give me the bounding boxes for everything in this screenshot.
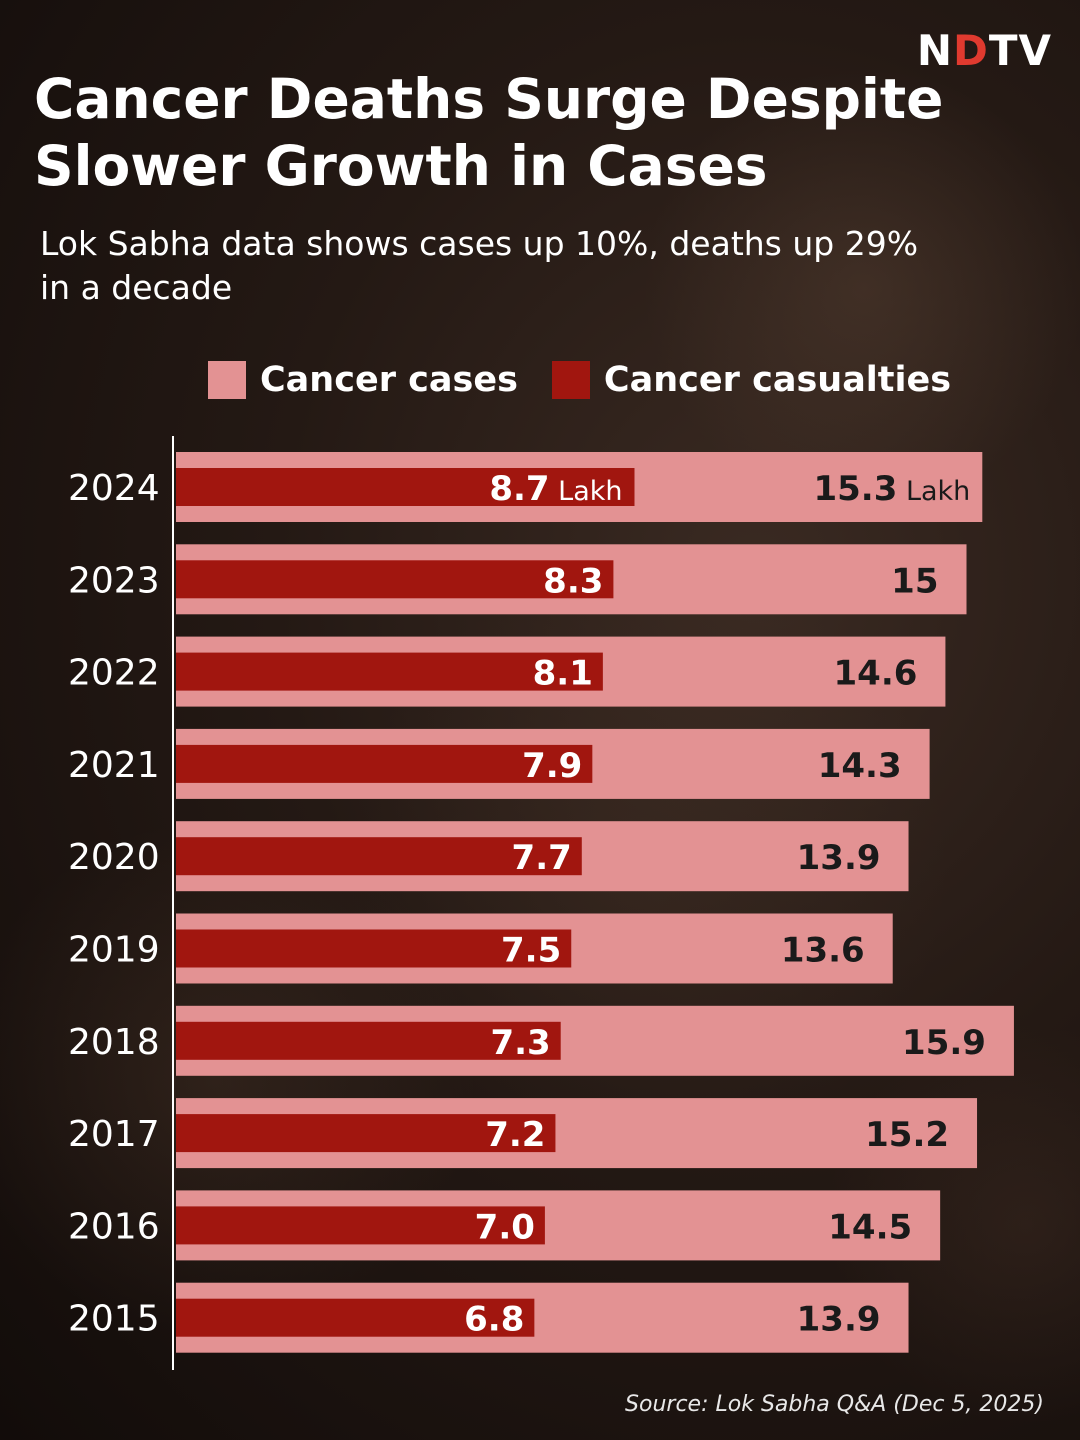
chart-subtitle: Lok Sabha data shows cases up 10%, death… [40,224,919,307]
data-label-cases: 14.6 [834,654,918,694]
bar-casualties-2020 [176,837,582,876]
y-tick-label: 2023 [68,560,160,601]
chart-title: Cancer Deaths Surge Despite Slower Growt… [34,67,944,198]
data-label-casualties: 7.5 [501,931,561,971]
y-tick-label: 2020 [68,837,160,878]
legend-swatch-cases [208,361,246,399]
y-tick-label: 2015 [68,1299,160,1340]
data-label-cases: 14.5 [828,1207,912,1247]
y-tick-label: 2017 [68,1114,160,1155]
data-label-casualties: 7.3 [490,1023,550,1063]
legend-item-cases: Cancer cases [208,360,518,400]
data-label-casualties: 7.7 [512,838,572,878]
data-label-casualties: 8.1 [533,654,593,694]
data-label-cases: 15.2 [865,1115,949,1155]
bar-casualties-2021 [176,744,593,783]
data-label-casualties: 8.7 Lakh [489,469,622,509]
data-label-casualties: 7.9 [522,746,582,786]
y-tick-label: 2019 [68,930,160,971]
legend-label-cases: Cancer cases [260,360,518,400]
data-label-cases: 13.9 [797,838,881,878]
ndtv-logo: NDTV [916,26,1052,75]
data-label-cases: 14.3 [818,746,902,786]
bar-casualties-2015 [176,1298,535,1337]
data-label-cases: 15.3 Lakh [813,469,970,509]
y-tick-label: 2022 [68,653,160,694]
y-tick-label: 2018 [68,1022,160,1063]
legend-swatch-casualties [551,361,590,399]
data-label-casualties: 8.3 [543,561,603,601]
bar-casualties-2019 [176,929,572,968]
bar-casualties-2017 [176,1114,556,1153]
source-note: Source: Lok Sabha Q&A (Dec 5, 2025) [625,1392,1044,1417]
data-label-cases: 15.9 [902,1023,986,1063]
legend: Cancer cases Cancer casualties [208,360,985,400]
data-label-cases: 13.9 [797,1300,881,1340]
bar-casualties-2022 [176,652,603,691]
data-label-casualties: 7.2 [485,1115,545,1155]
bar-casualties-2018 [176,1021,561,1060]
bar-casualties-2024 [176,468,635,506]
data-label-cases: 15 [891,561,938,601]
legend-item-casualties: Cancer casualties [551,360,952,400]
y-tick-label: 2024 [68,468,160,509]
data-label-casualties: 7.0 [475,1207,535,1247]
y-tick-label: 2016 [68,1206,160,1247]
bar-casualties-2023 [176,560,614,599]
bar-casualties-2016 [176,1206,545,1245]
data-label-cases: 13.6 [781,931,865,971]
legend-label-casualties: Cancer casualties [603,360,952,400]
y-tick-label: 2021 [68,745,160,786]
data-label-casualties: 6.8 [464,1300,524,1340]
